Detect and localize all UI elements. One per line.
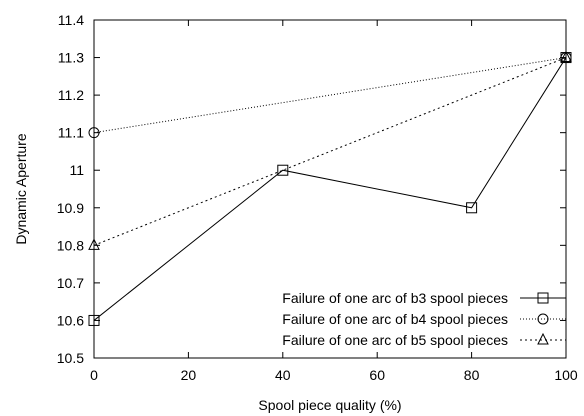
y-tick-label: 10.8 [57, 237, 84, 253]
series-line [93, 57, 567, 246]
data-point [277, 164, 289, 176]
legend-marker [537, 332, 549, 345]
legend-item: Failure of one arc of b4 spool pieces [282, 311, 566, 327]
series-line [93, 57, 567, 321]
plot-frame-group [93, 19, 567, 359]
x-tick-label: 0 [90, 367, 98, 383]
legend-label: Failure of one arc of b4 spool pieces [282, 311, 508, 327]
x-tick-label: 100 [554, 367, 578, 383]
series-3 [88, 50, 572, 250]
y-axis-title: Dynamic Aperture [13, 133, 29, 244]
x-tick-label: 80 [464, 367, 480, 383]
series-group [88, 50, 572, 326]
series-line [93, 57, 567, 134]
y-tick-label: 11.1 [58, 125, 84, 141]
y-tick-label: 10.9 [57, 200, 84, 216]
data-point [88, 238, 100, 250]
y-tick-label: 10.6 [57, 312, 84, 328]
data-point [560, 50, 572, 63]
y-tick-label: 11.4 [58, 12, 84, 28]
y-tick-label: 11.2 [58, 87, 84, 103]
legend-marker [537, 292, 549, 304]
legend-label: Failure of one arc of b3 spool pieces [282, 290, 508, 306]
data-point [466, 202, 478, 214]
x-tick-label: 60 [369, 367, 385, 383]
legend: Failure of one arc of b3 spool pieces Fai… [282, 290, 566, 348]
axis-ticks-group: 0 20 40 60 80 100 10.5 10.6 10.7 10.8 10.9 11 11.1 11… [57, 12, 578, 383]
legend-marker [537, 313, 549, 325]
data-point [88, 314, 100, 326]
x-axis-title: Spool piece quality (%) [258, 397, 401, 413]
legend-label: Failure of one arc of b5 spool pieces [282, 332, 508, 348]
x-tick-label: 40 [275, 367, 291, 383]
series-2 [88, 52, 572, 139]
legend-item: Failure of one arc of b3 spool pieces [282, 290, 566, 306]
y-tick-label: 10.5 [57, 350, 84, 366]
plot-area-frame [93, 19, 567, 359]
legend-item: Failure of one arc of b5 spool pieces [282, 332, 566, 348]
x-tick-label: 20 [181, 367, 197, 383]
y-tick-label: 11 [69, 162, 84, 178]
data-point [88, 127, 100, 139]
series-1 [88, 52, 572, 326]
y-tick-label: 10.7 [57, 275, 84, 291]
y-tick-label: 11.3 [58, 50, 84, 66]
